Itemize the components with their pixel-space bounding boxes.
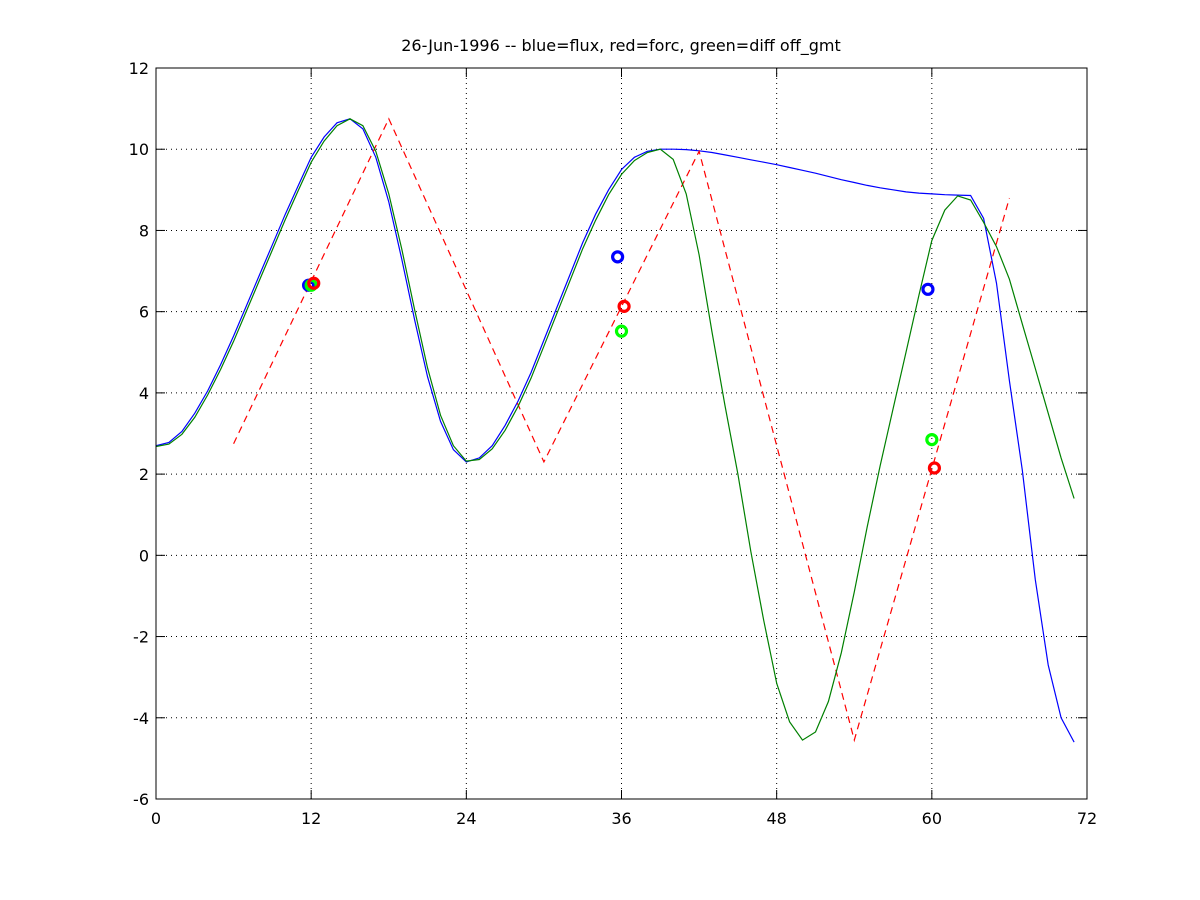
x-tick-label: 12 bbox=[301, 809, 321, 828]
x-tick-label: 24 bbox=[456, 809, 476, 828]
y-tick-label: 0 bbox=[139, 546, 149, 565]
marker-flux bbox=[611, 250, 625, 264]
y-tick-label: 6 bbox=[139, 303, 149, 322]
marker-flux bbox=[921, 282, 935, 296]
chart-title: 26-Jun-1996 -- blue=flux, red=forc, gree… bbox=[401, 36, 841, 56]
y-tick-label: 8 bbox=[139, 221, 149, 240]
x-tick-label: 48 bbox=[766, 809, 786, 828]
y-tick-label: -2 bbox=[133, 628, 149, 647]
marker-diff bbox=[614, 324, 629, 338]
markers-layer bbox=[301, 250, 942, 475]
y-tick-label: 2 bbox=[139, 465, 149, 484]
y-tick-label: -4 bbox=[133, 709, 149, 728]
series-line-flux bbox=[155, 118, 1075, 743]
y-tick-label: 12 bbox=[129, 59, 149, 78]
series-line-diff-off_gmt bbox=[155, 118, 1075, 741]
marker-forc bbox=[927, 461, 942, 475]
series-layer bbox=[155, 117, 1075, 743]
y-tick-label: 4 bbox=[139, 384, 149, 403]
x-tick-label: 72 bbox=[1077, 809, 1097, 828]
marker-forc bbox=[617, 299, 631, 313]
x-tick-label: 0 bbox=[151, 809, 161, 828]
y-tick-label: 10 bbox=[129, 140, 149, 159]
x-tick-label: 36 bbox=[611, 809, 631, 828]
y-tick-label: -6 bbox=[133, 790, 149, 809]
grid bbox=[156, 68, 1087, 799]
marker-forc bbox=[307, 276, 321, 290]
series-line-forc bbox=[233, 117, 1010, 743]
marker-diff bbox=[925, 432, 939, 447]
x-tick-label: 60 bbox=[922, 809, 942, 828]
